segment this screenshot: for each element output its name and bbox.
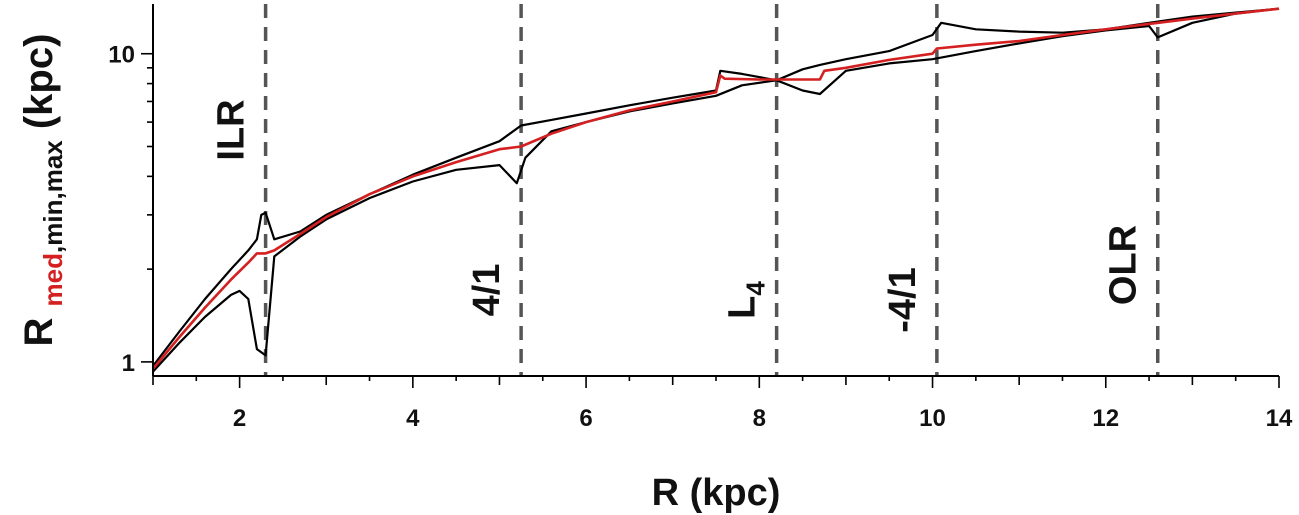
x-tick-label: 6: [579, 405, 592, 432]
axes: 2 4 6 8 10 12 14 1 10: [108, 4, 1293, 432]
resonance-label-ilr: ILR: [211, 99, 253, 160]
x-tick-label: 10: [919, 405, 946, 432]
resonance-lines: [263, 4, 1160, 376]
x-tick-label: 2: [233, 405, 246, 432]
y-tick-label: 10: [108, 42, 135, 69]
series-line-min: [152, 7, 1280, 373]
y-axis-title: R med,min,max (kpc): [17, 34, 68, 347]
x-tick-label: 14: [1266, 405, 1293, 432]
resonance-labels: ILR 4/1 L4 -4/1 OLR: [211, 99, 1145, 332]
resonance-label-olr: OLR: [1103, 225, 1145, 305]
x-tick-label: 12: [1092, 405, 1119, 432]
series-line-max: [152, 7, 1280, 367]
y-tick-label: 1: [122, 350, 135, 377]
x-tick-label: 8: [753, 405, 766, 432]
x-axis-title: R (kpc): [652, 472, 781, 514]
resonance-label-41: 4/1: [466, 264, 508, 317]
series-line-median: [152, 7, 1280, 370]
axis-titles: R (kpc) R med,min,max (kpc): [17, 34, 780, 514]
x-tick-label: 4: [406, 405, 420, 432]
series-lines: [152, 7, 1280, 373]
resonance-label-41: -4/1: [882, 267, 924, 332]
resonance-label-l: L4: [722, 281, 771, 319]
